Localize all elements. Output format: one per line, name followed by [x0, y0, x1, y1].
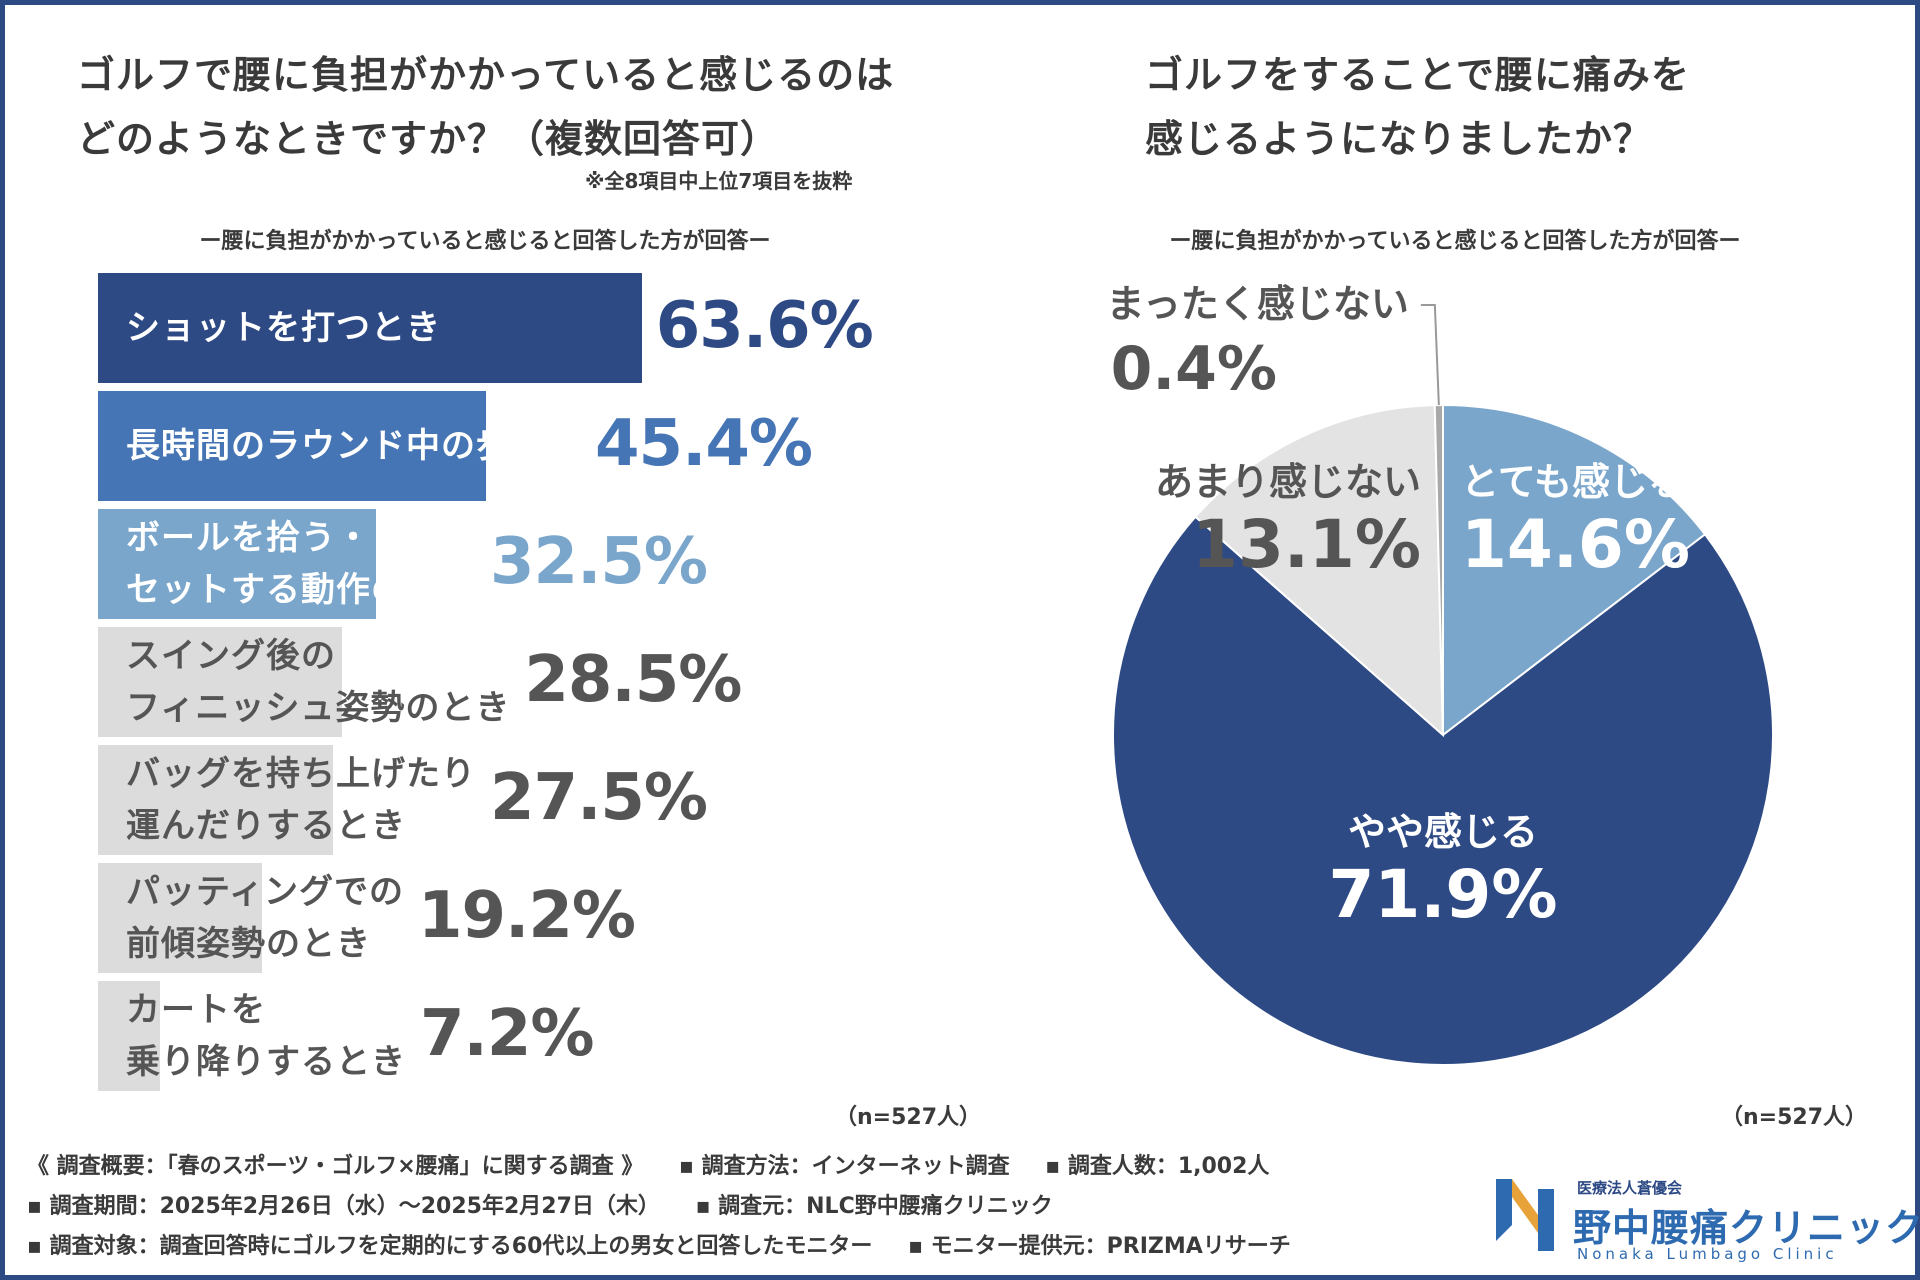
pie-slice [1112, 515, 1774, 1066]
pie-callout-line [1420, 304, 1440, 406]
bar-category-line: セットする動作のとき [126, 570, 476, 610]
left-chart-subtitle: ー腰に負担がかかっていると感じると回答した方が回答ー [199, 229, 771, 254]
clinic-logo-corporation: 医療法人蒼優会 [1577, 1179, 1683, 1197]
bar-category-label: ショットを打つとき [126, 273, 441, 383]
bar-category-label: パッティングでの 前傾姿勢のとき [126, 866, 404, 970]
footer-survey-source: ▪ 調査元：NLC野中腰痛クリニック [695, 1194, 1053, 1219]
right-title-line-1: ゴルフをすることで腰に痛みを [1145, 53, 1690, 97]
bar-category-label: バッグを持ち上げたり 運んだりするとき [126, 748, 476, 852]
footer-row-3: ▪ 調査対象：調査回答時にゴルフを定期的にする60代以上の男女と回答したモニター… [27, 1227, 1487, 1267]
clinic-logo-english: Nonaka Lumbago Clinic [1577, 1245, 1838, 1263]
pie-label: とても感じる [1461, 460, 1686, 504]
bar-category-label: カートを乗り降りするとき [126, 984, 406, 1088]
bar [98, 627, 342, 737]
bar-category-line: パッティングでの [126, 872, 404, 912]
bar-category-line: ショットを打つとき [126, 308, 441, 348]
left-chart-title: ゴルフで腰に負担がかかっていると感じるのは どのようなときですか？（複数回答可） [77, 43, 894, 171]
bar-value-label: 28.5% [524, 643, 742, 717]
bar-value-label: 7.2% [420, 997, 594, 1071]
survey-footer: 《 調査概要：「春のスポーツ・ゴルフ×腰痛」に関する調査 》 ▪ 調査方法：イン… [27, 1147, 1487, 1267]
bar-category-line: フィニッシュ姿勢のとき [126, 688, 511, 728]
bar [98, 509, 376, 619]
right-sample-size: （n=527人） [1721, 1105, 1868, 1130]
bar-row: カートを 乗り降りするとき 7.2% [98, 981, 958, 1091]
bar-category-line: ボールを拾う・ [126, 518, 371, 558]
right-chart-title: ゴルフをすることで腰に痛みを 感じるようになりましたか？ [1145, 43, 1690, 171]
left-sample-size: （n=527人） [835, 1105, 982, 1130]
bar-category-line: バッグを持ち上げたり [126, 754, 476, 794]
bar-row: バッグを持ち上げたり 運んだりするとき 27.5% [98, 745, 958, 855]
pie-label: 0.4% [1111, 334, 1277, 404]
clinic-logo: 医療法人蒼優会 野中腰痛クリニック Nonaka Lumbago Clinic [1485, 1175, 1920, 1265]
bar-category-line: 長時間のラウンド中の歩行時 [126, 426, 581, 466]
bar-category-label: ボールを拾う・セットする動作のとき [126, 512, 476, 616]
pie-slice [1442, 403, 1707, 738]
bar [98, 391, 487, 501]
pie-label: 13.1% [1192, 506, 1421, 583]
bar-value-label: 45.4% [595, 407, 813, 481]
bar-value-label: 19.2% [417, 879, 636, 953]
bar-category-label: スイング後のフィニッシュ姿勢のとき [126, 630, 510, 734]
footer-survey-overview: 《 調査概要：「春のスポーツ・ゴルフ×腰痛」に関する調査 》 [27, 1154, 644, 1179]
bar-category-line: 乗り降りするとき [126, 1042, 406, 1082]
bar-row: パッティングでの 前傾姿勢のとき 19.2% [98, 863, 958, 973]
pie-label: やや感じる [1348, 810, 1538, 854]
bar-row: ボールを拾う・ セットする動作のとき 32.5% [98, 509, 958, 619]
pie-label: 14.6% [1461, 506, 1690, 583]
right-chart-subtitle: ー腰に負担がかかっていると感じると回答した方が回答ー [1169, 229, 1741, 254]
footer-survey-target: ▪ 調査対象：調査回答時にゴルフを定期的にする60代以上の男女と回答したモニター [27, 1234, 873, 1259]
footer-survey-count: ▪ 調査人数：1,002人 [1045, 1154, 1270, 1179]
bar-row: 長時間のラウンド中の歩行時 45.4% [98, 391, 958, 501]
clinic-logo-mark-icon [1496, 1179, 1554, 1251]
bar-row: スイング後の フィニッシュ姿勢のとき 28.5% [98, 627, 958, 737]
footer-row-2: ▪ 調査期間：2025年2月26日（水）〜2025年2月27日（木） ▪ 調査元… [27, 1187, 1487, 1227]
bar-value-label: 27.5% [490, 761, 708, 835]
clinic-logo-name: 野中腰痛クリニック [1573, 1206, 1920, 1250]
bar-category-label: 長時間のラウンド中の歩行時 [126, 391, 581, 501]
pie-label: 71.9% [1329, 856, 1558, 933]
bar-category-line: カートを [126, 990, 266, 1030]
bar [98, 745, 334, 855]
bar-category-line: 前傾姿勢のとき [126, 924, 371, 964]
bar-category-line: 運んだりするとき [126, 806, 406, 846]
left-title-line-1: ゴルフで腰に負担がかかっていると感じるのは [77, 53, 895, 97]
pie-label: あまり感じない [1155, 460, 1421, 504]
pie-slice [1194, 404, 1445, 738]
bar-category-line: スイング後の [126, 636, 336, 676]
bar-value-label: 32.5% [490, 525, 708, 599]
footer-survey-method: ▪ 調査方法：インターネット調査 [679, 1154, 1010, 1179]
bar-row: ショットを打つとき 63.6% [98, 273, 958, 383]
bar [98, 981, 160, 1091]
bar [98, 273, 642, 383]
footer-monitor-provider: ▪ モニター提供元：PRIZMAリサーチ [908, 1234, 1291, 1259]
left-chart-note: ※全8項目中上位7項目を抜粋 [585, 169, 853, 193]
bar-value-label: 63.6% [655, 289, 874, 363]
footer-survey-period: ▪ 調査期間：2025年2月26日（水）〜2025年2月27日（木） [27, 1194, 660, 1219]
bar [98, 863, 263, 973]
right-title-line-2: 感じるようになりましたか？ [1145, 117, 1653, 161]
footer-row-1: 《 調査概要：「春のスポーツ・ゴルフ×腰痛」に関する調査 》 ▪ 調査方法：イン… [27, 1147, 1487, 1187]
pie-label: まったく感じない [1106, 282, 1408, 326]
left-title-line-2: どのようなときですか？（複数回答可） [77, 117, 780, 161]
